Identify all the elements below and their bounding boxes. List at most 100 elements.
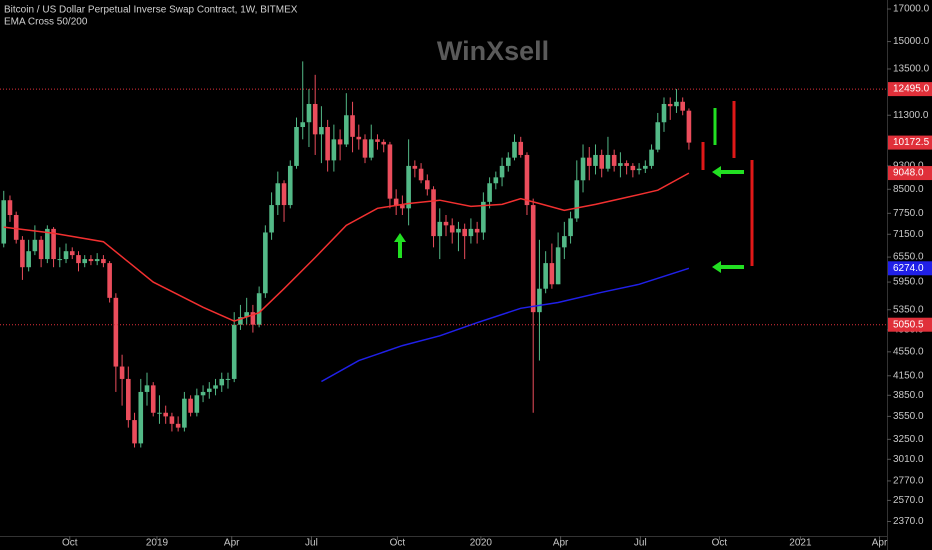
candle-body xyxy=(238,317,243,325)
y-tick-label: 17000.0 xyxy=(893,4,930,15)
candle-body xyxy=(667,103,673,107)
candle-body xyxy=(387,144,393,199)
candle-body xyxy=(32,239,38,252)
candle-body xyxy=(505,157,511,166)
candle-body xyxy=(431,189,436,237)
price-marker-box xyxy=(888,82,932,97)
y-tick-label: 4150.0 xyxy=(893,370,924,381)
candle-body xyxy=(300,122,306,128)
candle-body xyxy=(188,398,193,413)
left-arrow xyxy=(712,166,744,178)
candle-body xyxy=(512,141,517,158)
y-tick-label: 15000.0 xyxy=(893,36,930,47)
price-marker-box xyxy=(888,166,932,181)
candle-body xyxy=(412,165,418,169)
price-marker-box xyxy=(888,261,932,276)
candle-body xyxy=(88,259,94,262)
x-tick-label: Oct xyxy=(62,538,78,549)
candle-body xyxy=(325,127,330,161)
candle-body xyxy=(381,141,387,145)
candle-body xyxy=(481,201,486,233)
candle-body xyxy=(231,324,237,379)
candle-body xyxy=(213,385,218,389)
candle-body xyxy=(225,378,231,380)
x-tick-label: 2021 xyxy=(789,538,812,549)
candle-body xyxy=(630,165,636,171)
left-arrow xyxy=(712,261,744,273)
y-tick-label: 6550.0 xyxy=(893,252,924,263)
candle-body xyxy=(13,215,19,240)
candle-body xyxy=(368,139,374,158)
candle-body xyxy=(63,251,69,260)
y-tick-label: 3850.0 xyxy=(893,390,924,401)
x-tick-label: Jul xyxy=(634,538,647,549)
candle-body xyxy=(437,221,443,237)
candle-body xyxy=(206,388,212,392)
ema-line xyxy=(321,267,690,383)
candle-body xyxy=(674,101,679,107)
candle-body xyxy=(406,165,411,209)
y-tick-label: 3550.0 xyxy=(893,411,924,422)
candle-body xyxy=(76,255,81,264)
x-tick-label: Oct xyxy=(712,538,728,549)
ema-line xyxy=(3,172,690,322)
candle-body xyxy=(680,101,685,111)
candle-body xyxy=(555,247,561,285)
axes: 17000.0 15000.0 13500.0 11300.0 9300.0 8500.0… xyxy=(62,4,932,549)
candle-body xyxy=(94,259,100,262)
y-tick-label: 9300.0 xyxy=(893,161,924,172)
candle-body xyxy=(175,423,181,428)
candle-body xyxy=(107,263,112,298)
y-tick-label: 3250.0 xyxy=(893,434,924,445)
y-tick-label: 5950.0 xyxy=(893,277,924,288)
candle-body xyxy=(38,239,44,260)
candle-body xyxy=(562,236,567,248)
plot-area xyxy=(0,61,887,448)
candle-body xyxy=(263,232,268,294)
candle-body xyxy=(150,385,156,413)
up-arrow xyxy=(394,233,406,258)
candle-body xyxy=(319,127,324,135)
candle-body xyxy=(287,165,293,206)
y-tick-label: 4550.0 xyxy=(893,346,924,357)
x-tick-label: Oct xyxy=(390,538,406,549)
candle-body xyxy=(144,385,150,392)
candle-body xyxy=(57,259,63,261)
candle-body xyxy=(493,177,499,184)
y-tick-label: 2770.0 xyxy=(893,476,924,487)
x-tick-label: Apr xyxy=(553,538,569,549)
indicator-name: EMA Cross 50/200 xyxy=(4,17,88,28)
candle-body xyxy=(661,103,667,123)
candle-body xyxy=(200,391,206,396)
candle-body xyxy=(400,205,405,209)
candle-body xyxy=(312,103,318,135)
y-tick-label: 13500.0 xyxy=(893,64,930,75)
watermark: WinXsell xyxy=(437,36,549,66)
candle-body xyxy=(611,154,617,166)
candle-body xyxy=(269,205,274,233)
candle-body xyxy=(244,312,249,318)
annotations xyxy=(394,101,754,273)
x-tick-label: 2020 xyxy=(470,538,493,549)
candle-body xyxy=(549,263,555,285)
candle-body xyxy=(194,395,200,413)
candle-body xyxy=(344,115,349,145)
candle-body xyxy=(337,139,343,145)
x-tick-label: 2019 xyxy=(146,538,169,549)
price-marker-label: 9048.0 xyxy=(893,168,924,179)
candle-body xyxy=(599,154,605,169)
candle-body xyxy=(443,221,449,226)
price-marker-label: 12495.0 xyxy=(893,84,930,95)
price-marker-label: 5050.5 xyxy=(893,319,924,330)
candle-body xyxy=(468,228,474,237)
candle-body xyxy=(219,378,225,386)
candle-body xyxy=(182,398,187,428)
chart-title: Bitcoin / US Dollar Perpetual Inverse Sw… xyxy=(4,5,298,16)
candle-body xyxy=(26,251,31,268)
candle-body xyxy=(375,139,380,142)
candle-body xyxy=(568,218,573,237)
candle-body xyxy=(686,110,692,143)
candle-body xyxy=(250,312,256,325)
candle-body xyxy=(537,288,542,313)
candle-body xyxy=(331,139,337,161)
